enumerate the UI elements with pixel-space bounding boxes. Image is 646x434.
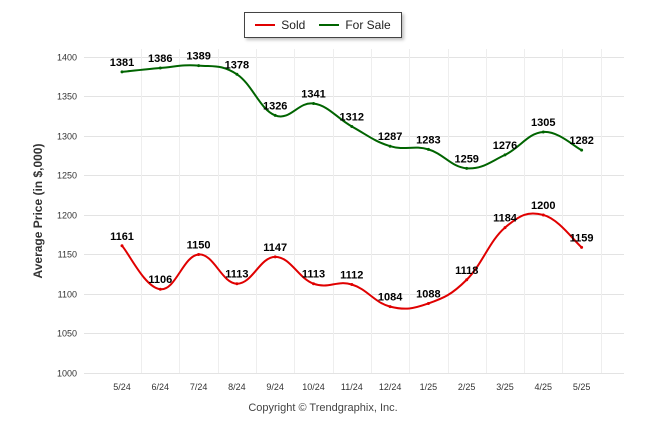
data-point-sold[interactable]	[273, 255, 277, 259]
data-point-sold[interactable]	[120, 244, 124, 248]
x-tick-label: 3/25	[496, 382, 514, 392]
copyright-footer: Copyright © Trendgraphix, Inc.	[248, 402, 398, 414]
data-point-for-sale[interactable]	[158, 66, 162, 70]
data-label-sold: 1113	[225, 269, 248, 281]
y-tick-label: 1350	[57, 92, 77, 102]
data-label-for-sale: 1386	[148, 53, 172, 65]
data-point-sold[interactable]	[158, 287, 162, 291]
data-point-sold[interactable]	[465, 278, 469, 282]
x-tick-label: 6/24	[152, 382, 170, 392]
data-point-for-sale[interactable]	[388, 144, 392, 148]
data-point-for-sale[interactable]	[541, 130, 545, 134]
data-label-for-sale: 1259	[454, 153, 478, 165]
x-tick-label: 2/25	[458, 382, 476, 392]
y-axis-ticks: 1000 1050 1100 1150 1200 1250 1300 1350 1400	[57, 53, 77, 379]
data-point-for-sale[interactable]	[120, 70, 124, 74]
data-label-for-sale: 1378	[225, 59, 249, 71]
y-tick-label: 1000	[57, 369, 77, 379]
data-label-for-sale: 1381	[110, 57, 134, 69]
x-tick-label: 11/24	[341, 382, 363, 392]
legend-label-sold: Sold	[281, 18, 306, 32]
data-label-for-sale: 1287	[378, 131, 402, 143]
x-tick-label: 5/24	[113, 382, 131, 392]
data-label-for-sale: 1389	[186, 51, 210, 63]
x-tick-label: 12/24	[379, 382, 402, 392]
series-lines	[120, 64, 584, 310]
y-tick-label: 1150	[58, 250, 77, 260]
data-point-for-sale[interactable]	[580, 148, 584, 152]
data-label-sold: 1147	[263, 242, 287, 254]
data-label-sold: 1112	[340, 269, 363, 281]
y-tick-label: 1300	[57, 132, 77, 142]
data-point-sold[interactable]	[426, 301, 430, 305]
y-tick-label: 1400	[57, 53, 77, 63]
x-tick-label: 9/24	[266, 382, 284, 392]
data-point-for-sale[interactable]	[503, 153, 507, 157]
data-point-sold[interactable]	[503, 226, 507, 230]
data-point-for-sale[interactable]	[465, 166, 469, 170]
data-point-for-sale[interactable]	[273, 113, 277, 117]
data-point-sold[interactable]	[388, 305, 392, 309]
x-axis-ticks: 5/24 6/24 7/24 8/24 9/24 10/24 11/24 12/24 1/25 2…	[113, 382, 590, 392]
data-point-sold[interactable]	[350, 282, 354, 286]
data-label-for-sale: 1305	[531, 117, 555, 129]
data-label-for-sale: 1326	[263, 100, 287, 112]
data-label-sold: 1161	[110, 231, 134, 243]
data-label-sold: 1184	[493, 213, 518, 225]
data-point-for-sale[interactable]	[312, 102, 315, 106]
y-axis-title: Average Price (in $,000)	[31, 144, 45, 279]
data-point-for-sale[interactable]	[235, 72, 239, 76]
data-labels: 1161 1106 1150 1113 1147 1113 1112 1084 1088 1118…	[110, 51, 594, 304]
data-point-sold[interactable]	[312, 282, 315, 286]
data-label-for-sale: 1341	[301, 89, 325, 101]
data-label-sold: 1159	[570, 232, 594, 244]
data-point-sold[interactable]	[197, 252, 201, 256]
legend-swatch-for-sale	[319, 24, 340, 26]
x-tick-label: 10/24	[302, 382, 325, 392]
y-tick-label: 1200	[57, 211, 77, 221]
data-point-sold[interactable]	[541, 213, 545, 217]
data-label-sold: 1113	[302, 269, 325, 281]
data-point-sold[interactable]	[580, 245, 584, 249]
x-tick-label: 8/24	[228, 382, 246, 392]
grid-lines	[84, 49, 624, 374]
data-point-for-sale[interactable]	[350, 124, 354, 128]
data-label-sold: 1118	[455, 265, 478, 277]
x-tick-label: 4/25	[535, 382, 553, 392]
data-label-for-sale: 1276	[493, 140, 517, 152]
data-label-sold: 1106	[148, 274, 172, 286]
data-label-sold: 1088	[416, 288, 440, 300]
legend: Sold For Sale	[244, 12, 402, 38]
data-label-for-sale: 1282	[569, 135, 593, 147]
legend-item-sold[interactable]: Sold	[255, 18, 305, 32]
data-point-for-sale[interactable]	[426, 147, 430, 151]
legend-label-for-sale: For Sale	[345, 18, 391, 32]
x-tick-label: 7/24	[190, 382, 208, 392]
x-tick-label: 5/25	[573, 382, 591, 392]
legend-item-for-sale[interactable]: For Sale	[319, 18, 391, 32]
data-point-sold[interactable]	[235, 282, 239, 286]
y-tick-label: 1250	[57, 171, 77, 181]
legend-swatch-sold	[255, 24, 276, 26]
x-tick-label: 1/25	[420, 382, 438, 392]
data-label-sold: 1200	[531, 200, 555, 212]
y-tick-label: 1100	[58, 290, 77, 300]
data-label-for-sale: 1312	[340, 111, 364, 123]
data-label-sold: 1084	[378, 292, 403, 304]
data-point-for-sale[interactable]	[197, 64, 201, 68]
y-tick-label: 1050	[57, 329, 77, 339]
data-label-sold: 1150	[187, 239, 211, 251]
data-label-for-sale: 1283	[416, 134, 440, 146]
